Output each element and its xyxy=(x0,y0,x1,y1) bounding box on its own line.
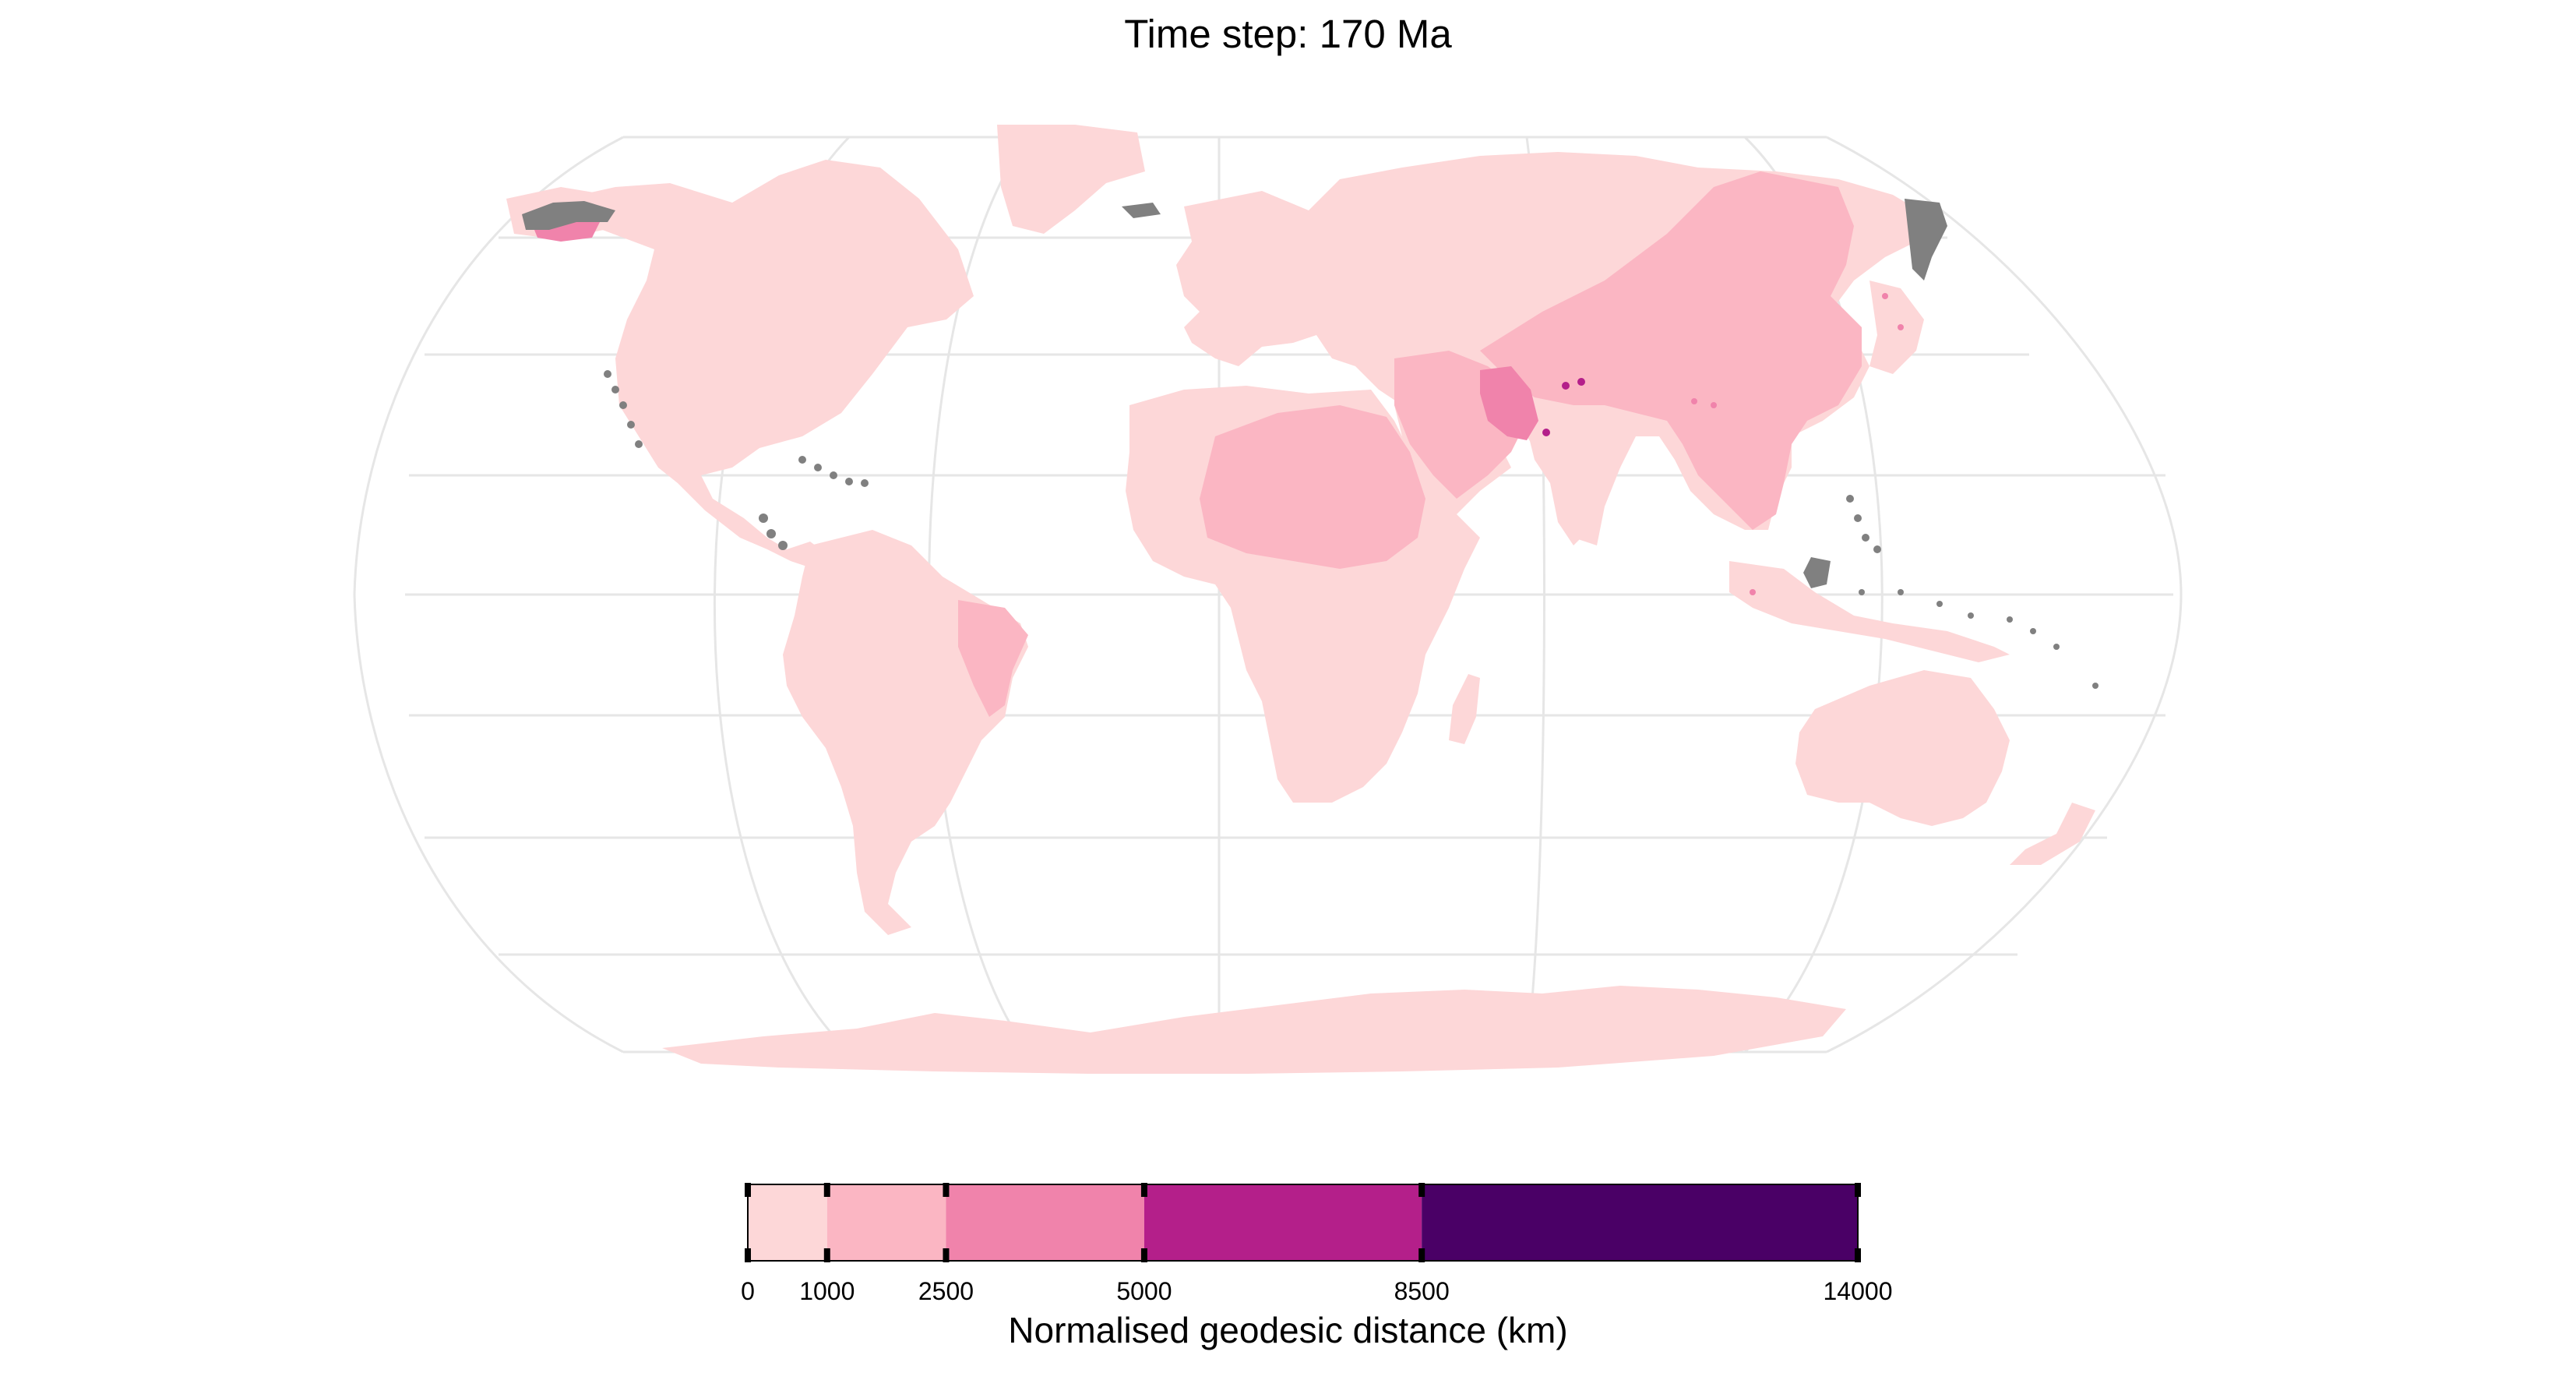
madagascar xyxy=(1449,674,1480,744)
asia-core-region xyxy=(1480,171,1862,530)
no-data-kamchatka xyxy=(1905,199,1947,281)
legend-tick-label: 14000 xyxy=(1824,1277,1893,1305)
distance-dot xyxy=(1577,378,1585,386)
no-data-dot xyxy=(2007,616,2013,623)
japan xyxy=(1869,281,1924,374)
north-africa-region xyxy=(1200,405,1425,569)
new-zealand xyxy=(2010,803,2095,865)
legend-tick xyxy=(745,1183,751,1197)
legend-tick xyxy=(1140,1248,1147,1262)
legend-tick xyxy=(1855,1183,1861,1197)
no-data-dot xyxy=(2092,683,2099,689)
no-data-dot xyxy=(1968,612,1974,619)
no-data-points xyxy=(522,199,2099,689)
no-data-dot xyxy=(830,471,837,479)
legend-tick xyxy=(1855,1248,1861,1262)
distance-dot xyxy=(1562,382,1570,390)
map-title: Time step: 170 Ma xyxy=(1124,12,1452,56)
no-data-dot xyxy=(778,541,788,550)
legend-tick xyxy=(1418,1183,1425,1197)
distance-dot xyxy=(1711,402,1717,408)
no-data-dot xyxy=(759,514,768,523)
southeast-asia-islands xyxy=(1729,561,2010,662)
legend-tick xyxy=(943,1248,950,1262)
legend-tick xyxy=(823,1183,830,1197)
landmasses xyxy=(506,125,2095,1074)
no-data-dot xyxy=(604,370,611,378)
distance-dot xyxy=(1750,589,1756,595)
distance-dot xyxy=(1691,398,1697,404)
high-distance-points xyxy=(1542,293,1904,595)
no-data-dot xyxy=(1854,514,1862,522)
legend-swatch xyxy=(826,1184,946,1261)
legend-swatch xyxy=(1422,1184,1858,1261)
no-data-dot xyxy=(611,386,619,394)
no-data-dot xyxy=(1859,589,1865,595)
antarctica xyxy=(662,986,1846,1074)
legend-border xyxy=(747,1184,1859,1262)
no-data-dot xyxy=(635,440,643,448)
iran-region xyxy=(1480,366,1538,440)
legend-tick xyxy=(943,1183,950,1197)
legend-title: Normalised geodesic distance (km) xyxy=(1008,1310,1568,1350)
legend-tick xyxy=(745,1248,751,1262)
no-data-dot xyxy=(1936,601,1943,607)
distance-dot xyxy=(1882,293,1888,299)
legend-swatch xyxy=(1144,1184,1422,1261)
legend-colorbar: 0 1000 2500 5000 8500 14000 xyxy=(741,1183,1892,1305)
south-america xyxy=(783,530,1028,935)
legend-swatch xyxy=(946,1184,1144,1261)
brazil-region xyxy=(958,600,1028,717)
no-data-alaska xyxy=(522,201,615,230)
legend-tick xyxy=(823,1248,830,1262)
no-data-dot xyxy=(814,464,822,471)
no-data-dot xyxy=(798,456,806,464)
legend-tick-label: 1000 xyxy=(799,1277,855,1305)
no-data-dot xyxy=(861,479,869,487)
no-data-dot xyxy=(845,478,853,485)
legend-tick-label: 8500 xyxy=(1394,1277,1450,1305)
legend-tick-label: 0 xyxy=(741,1277,755,1305)
no-data-dot xyxy=(1862,534,1869,542)
india xyxy=(1527,429,1628,545)
north-america xyxy=(545,160,974,569)
distance-dot xyxy=(1898,324,1904,330)
distance-dot xyxy=(1542,429,1550,436)
no-data-borneo xyxy=(1803,557,1831,588)
legend-tick xyxy=(1418,1248,1425,1262)
legend-tick-label: 2500 xyxy=(918,1277,974,1305)
no-data-dot xyxy=(1873,545,1881,553)
legend-tick xyxy=(1140,1183,1147,1197)
no-data-dot xyxy=(627,421,635,429)
no-data-dot xyxy=(1898,589,1904,595)
legend-swatch xyxy=(748,1184,827,1261)
no-data-dot xyxy=(766,529,776,538)
legend-tick-label: 5000 xyxy=(1116,1277,1172,1305)
no-data-greenland-east xyxy=(1122,203,1161,218)
no-data-dot xyxy=(2053,644,2060,650)
no-data-dot xyxy=(619,401,627,409)
distance-regions xyxy=(530,171,1862,717)
no-data-dot xyxy=(2030,628,2036,634)
australia xyxy=(1795,670,2010,826)
no-data-dot xyxy=(1846,495,1854,503)
greenland xyxy=(997,125,1145,234)
